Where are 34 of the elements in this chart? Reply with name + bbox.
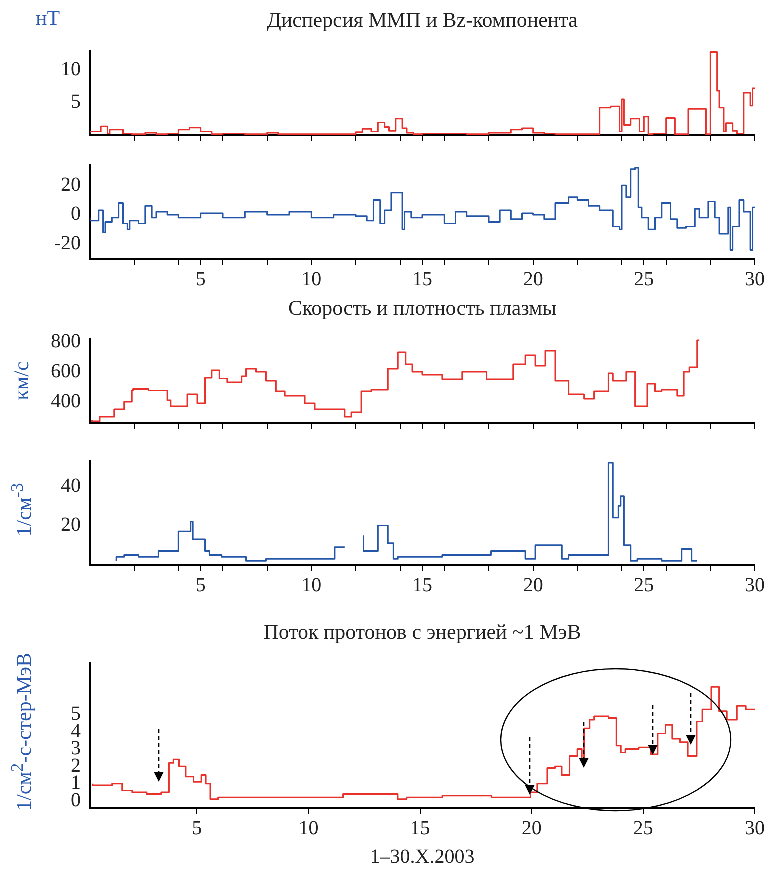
y-axis-title: нТ — [36, 6, 60, 31]
x-tick-label: 30 — [745, 574, 765, 596]
y-tick-label: 20 — [61, 174, 81, 196]
chart-title: Поток протонов с энергией ~1 МэВ — [262, 620, 582, 645]
y-tick-label: -20 — [54, 232, 81, 255]
y-tick-label: 800 — [51, 330, 81, 352]
y-tick-label: 400 — [51, 390, 81, 412]
chart-title: Дисперсия ММП и Bz-компонента — [266, 8, 579, 33]
x-tick-label: 10 — [302, 574, 322, 596]
x-tick-label: 10 — [298, 817, 319, 840]
y-axis-title: км/с — [10, 362, 34, 400]
y-tick-label: 600 — [51, 360, 81, 382]
x-tick-label: 20 — [522, 817, 542, 840]
x-tick-label: 25 — [634, 268, 654, 290]
x-tick-label: 15 — [412, 268, 432, 290]
y-tick-label: 5 — [71, 90, 81, 113]
x-tick-label: 15 — [410, 817, 430, 840]
y-tick-label: 10 — [61, 58, 81, 81]
x-tick-label: 25 — [633, 817, 654, 840]
x-tick-label: 25 — [634, 574, 654, 596]
x-tick-label: 5 — [196, 574, 206, 596]
x-tick-label: 30 — [745, 268, 765, 290]
x-tick-label: 15 — [412, 574, 432, 596]
y-tick-label: 20 — [61, 514, 81, 536]
x-tick-label: 20 — [523, 574, 544, 596]
y-tick-label: 40 — [61, 474, 81, 497]
x-tick-label: 5 — [196, 268, 206, 290]
x-axis-title: 1–30.X.2003 — [369, 846, 476, 869]
x-tick-label: 10 — [302, 268, 322, 290]
y-tick-label: 0 — [71, 203, 81, 226]
x-tick-label: 20 — [523, 268, 544, 290]
x-tick-label: 30 — [745, 817, 765, 840]
chart-title: Скорость и плотность плазмы — [287, 296, 558, 321]
x-tick-label: 5 — [192, 817, 202, 840]
